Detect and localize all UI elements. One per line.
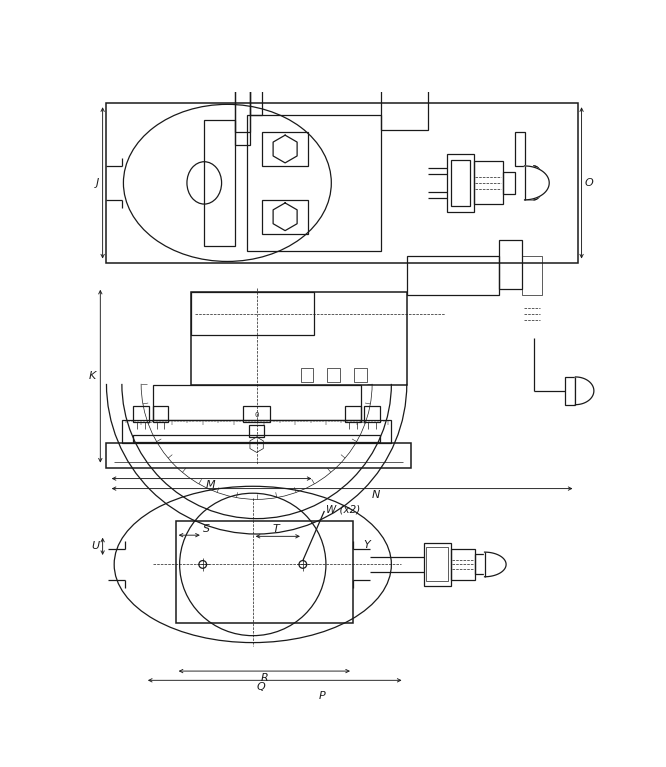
- Text: O: O: [584, 178, 593, 188]
- Bar: [191, 292, 407, 385]
- Bar: [474, 161, 503, 205]
- Text: M: M: [206, 479, 215, 490]
- Bar: [500, 240, 522, 289]
- Bar: [522, 256, 541, 295]
- Bar: [246, 115, 382, 251]
- Bar: [424, 543, 451, 586]
- Bar: [565, 377, 575, 405]
- Text: R: R: [260, 673, 268, 683]
- Bar: [262, 200, 308, 234]
- Bar: [382, 24, 428, 130]
- Text: U: U: [92, 542, 100, 551]
- Bar: [153, 407, 168, 422]
- Bar: [426, 548, 448, 581]
- Bar: [176, 521, 353, 624]
- Bar: [235, 70, 250, 145]
- Polygon shape: [575, 377, 594, 405]
- Bar: [133, 407, 149, 422]
- Bar: [515, 132, 525, 166]
- Bar: [476, 555, 485, 574]
- Text: Q: Q: [256, 683, 265, 693]
- Bar: [249, 426, 264, 437]
- Text: W (x2): W (x2): [326, 505, 360, 515]
- Bar: [235, 31, 250, 132]
- Bar: [153, 385, 360, 420]
- Text: P: P: [319, 692, 326, 702]
- Bar: [364, 407, 380, 422]
- Bar: [243, 407, 270, 422]
- Bar: [133, 436, 380, 442]
- Bar: [122, 420, 392, 443]
- Bar: [447, 153, 474, 212]
- Bar: [451, 549, 476, 580]
- Bar: [107, 103, 577, 263]
- Text: Y: Y: [364, 540, 370, 550]
- Bar: [407, 256, 500, 295]
- Bar: [107, 443, 411, 468]
- Bar: [451, 160, 470, 206]
- Bar: [328, 367, 340, 381]
- Bar: [204, 120, 235, 246]
- Text: T: T: [272, 524, 279, 534]
- Bar: [191, 292, 314, 334]
- Bar: [250, 0, 262, 115]
- Bar: [300, 367, 313, 381]
- Polygon shape: [525, 166, 549, 200]
- Bar: [354, 367, 367, 381]
- Text: J: J: [96, 178, 99, 188]
- Bar: [345, 407, 360, 422]
- Text: S: S: [203, 524, 210, 534]
- Bar: [503, 172, 515, 194]
- Text: N: N: [372, 490, 380, 500]
- Text: 0: 0: [254, 412, 259, 418]
- Text: K: K: [89, 371, 97, 381]
- Polygon shape: [485, 552, 506, 577]
- Bar: [262, 132, 308, 166]
